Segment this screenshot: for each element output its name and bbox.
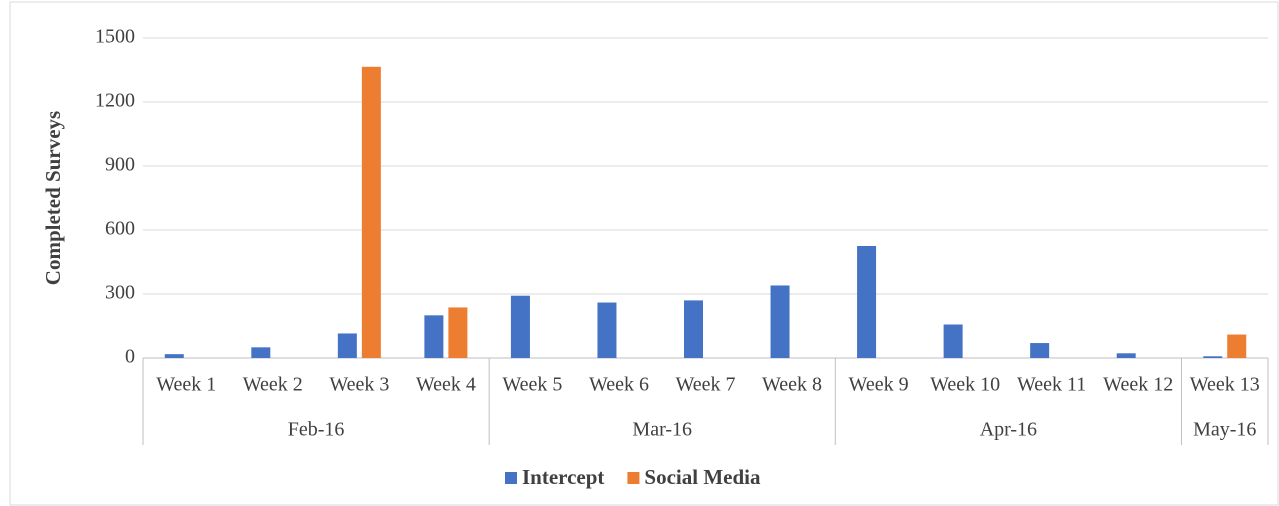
bar (164, 354, 184, 358)
legend-swatch (627, 472, 640, 484)
bar (361, 66, 381, 359)
bar (943, 324, 963, 358)
group-label: May-16 (1193, 419, 1256, 441)
y-tick-label: 1200 (95, 90, 135, 112)
x-tick-label: Week 4 (416, 374, 476, 396)
bar (597, 302, 617, 358)
bar (857, 246, 877, 358)
x-tick-label: Week 9 (849, 374, 909, 396)
y-tick-label: 600 (105, 218, 135, 240)
bar (684, 300, 703, 358)
group-label: Feb-16 (288, 419, 345, 441)
x-tick-label: Week 3 (329, 374, 389, 396)
bar (251, 347, 271, 358)
bar (424, 315, 444, 358)
bar (1116, 353, 1136, 358)
group-label: Mar-16 (632, 419, 692, 441)
legend-label: Intercept (522, 465, 604, 489)
y-tick-label: 1500 (95, 26, 135, 48)
legend-swatch (505, 472, 517, 484)
x-tick-label: Week 10 (930, 374, 1000, 396)
x-tick-label: Week 11 (1017, 374, 1086, 396)
group-label: Apr-16 (980, 419, 1037, 441)
x-tick-label: Week 8 (762, 374, 822, 396)
x-tick-label: Week 13 (1190, 374, 1260, 396)
y-tick-label: 900 (105, 154, 135, 176)
bar (1030, 343, 1050, 358)
x-tick-label: Week 2 (243, 374, 303, 396)
bar (337, 333, 357, 358)
x-tick-label: Week 6 (589, 374, 649, 396)
bar (770, 285, 790, 358)
y-axis-label: Completed Surveys (41, 111, 65, 285)
x-tick-label: Week 7 (675, 374, 735, 396)
x-tick-label: Week 12 (1103, 374, 1173, 396)
y-tick-label: 300 (105, 282, 135, 304)
bar (1227, 334, 1247, 358)
y-tick-label: 0 (125, 346, 135, 368)
chart-frame (9, 1, 1279, 506)
x-tick-label: Week 1 (156, 374, 216, 396)
bar (510, 295, 530, 358)
bar (1203, 356, 1223, 358)
bar (448, 307, 468, 358)
legend-label: Social Media (644, 465, 761, 489)
x-tick-label: Week 5 (502, 374, 562, 396)
